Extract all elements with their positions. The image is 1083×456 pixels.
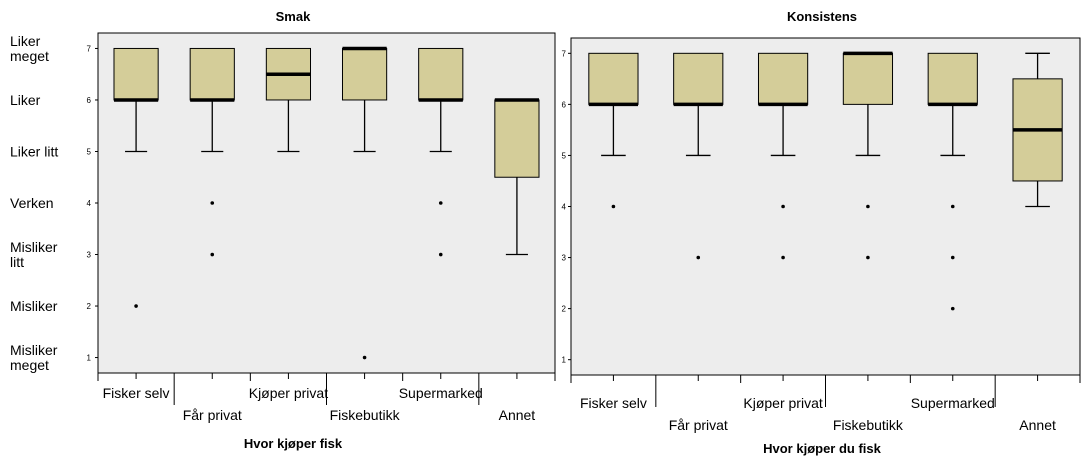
x-category-label: Annet	[499, 407, 536, 423]
y-tick-label: 6	[87, 96, 92, 105]
y-category-label: meget	[10, 48, 49, 64]
box-iqr	[842, 52, 894, 105]
y-category-label: Liker	[10, 92, 41, 108]
y-tick-label: 4	[87, 199, 92, 208]
box-fiskebutikk	[341, 46, 388, 360]
y-category-label: meget	[10, 357, 49, 373]
outlier-point	[781, 255, 785, 260]
outlier-point	[362, 355, 367, 360]
box-iqr	[588, 52, 639, 105]
outlier-point	[134, 304, 138, 308]
x-category-label: Supermarked	[911, 395, 995, 411]
x-category-label: Annet	[1019, 417, 1056, 433]
box-iqr	[673, 52, 724, 105]
y-tick-label: 2	[87, 302, 92, 311]
x-category-label: Fisker selv	[103, 385, 170, 401]
box-kj-per-privat	[265, 47, 312, 153]
y-tick-label: 6	[562, 100, 567, 109]
plot-area	[570, 37, 1081, 376]
y-tick-label: 3	[87, 251, 92, 260]
y-category-label: Misliker	[10, 298, 58, 314]
box-f-r-privat	[673, 52, 724, 260]
y-tick-label: 1	[87, 354, 92, 363]
box-supermarked	[418, 47, 464, 257]
y-category-label: Verken	[10, 195, 54, 211]
box-fisker-selv	[113, 47, 159, 308]
outlier-point	[438, 201, 443, 205]
box-iqr	[189, 47, 235, 101]
box-iqr	[418, 47, 464, 101]
chart-panel-2: 1 2 3 4 5 6 7 Fisker selv Får privat Kjøper priva…	[562, 37, 1081, 433]
chart-title-smak: Smak	[276, 9, 311, 24]
outlier-point	[950, 255, 955, 260]
x-axis-label-konsistens: Hvor kjøper du fisk	[763, 441, 882, 456]
box-iqr	[494, 99, 540, 178]
box-annet	[1012, 52, 1063, 208]
y-tick-label: 7	[87, 44, 92, 53]
box-fisker-selv	[588, 52, 639, 209]
y-tick-label: 7	[562, 49, 567, 58]
outlier-point	[950, 204, 955, 209]
plot-area	[97, 32, 556, 374]
box-f-r-privat	[189, 47, 235, 257]
box-iqr	[757, 52, 809, 105]
box-iqr	[927, 52, 978, 105]
outlier-point	[210, 201, 215, 205]
outlier-point	[210, 252, 215, 257]
outlier-point	[696, 255, 701, 260]
x-axis-label-smak: Hvor kjøper fisk	[244, 436, 343, 451]
y-category-label: Liker	[10, 33, 41, 49]
y-tick-label: 2	[562, 305, 567, 314]
outlier-point	[781, 204, 785, 209]
box-iqr	[341, 47, 388, 101]
box-iqr	[113, 47, 159, 101]
x-category-label: Supermarked	[399, 385, 483, 401]
y-category-label: Misliker	[10, 342, 58, 358]
y-category-label: Misliker	[10, 239, 58, 255]
box-supermarked	[927, 52, 978, 311]
y-tick-label: 5	[87, 147, 92, 156]
x-category-label: Får privat	[183, 407, 242, 423]
x-category-label: Fiskebutikk	[330, 407, 401, 423]
x-category-label: Får privat	[669, 417, 728, 433]
y-tick-label: 1	[562, 356, 567, 365]
outlier-point	[866, 204, 870, 209]
y-tick-label: 4	[562, 203, 567, 212]
x-category-label: Fisker selv	[580, 395, 647, 411]
y-tick-label: 5	[562, 151, 567, 160]
x-category-label: Fiskebutikk	[833, 417, 904, 433]
outlier-point	[950, 306, 955, 311]
y-tick-label: 3	[562, 254, 567, 263]
box-annet	[494, 98, 540, 256]
outlier-point	[611, 204, 616, 209]
outlier-point	[866, 255, 870, 260]
box-fiskebutikk	[842, 51, 894, 260]
x-category-label: Kjøper privat	[743, 395, 822, 411]
outlier-point	[438, 252, 443, 257]
x-category-label: Kjøper privat	[249, 385, 328, 401]
y-category-label: Liker litt	[10, 143, 58, 159]
box-kj-per-privat	[757, 52, 809, 260]
y-category-label: litt	[10, 254, 24, 270]
chart-title-konsistens: Konsistens	[787, 9, 857, 24]
